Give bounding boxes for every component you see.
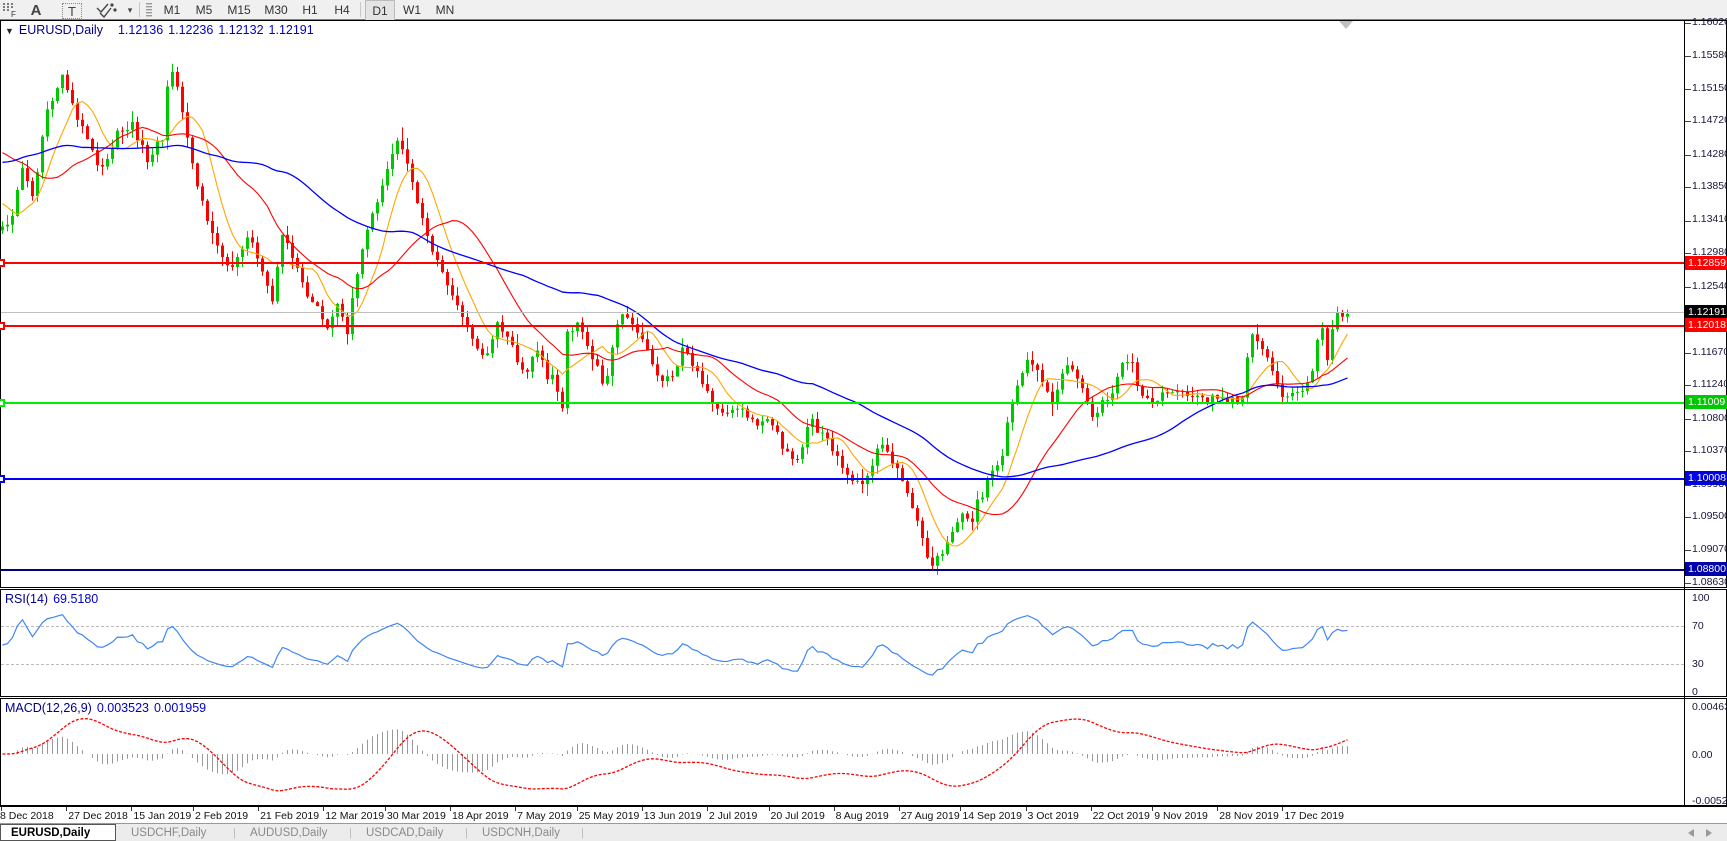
svg-text:F: F	[11, 10, 16, 17]
